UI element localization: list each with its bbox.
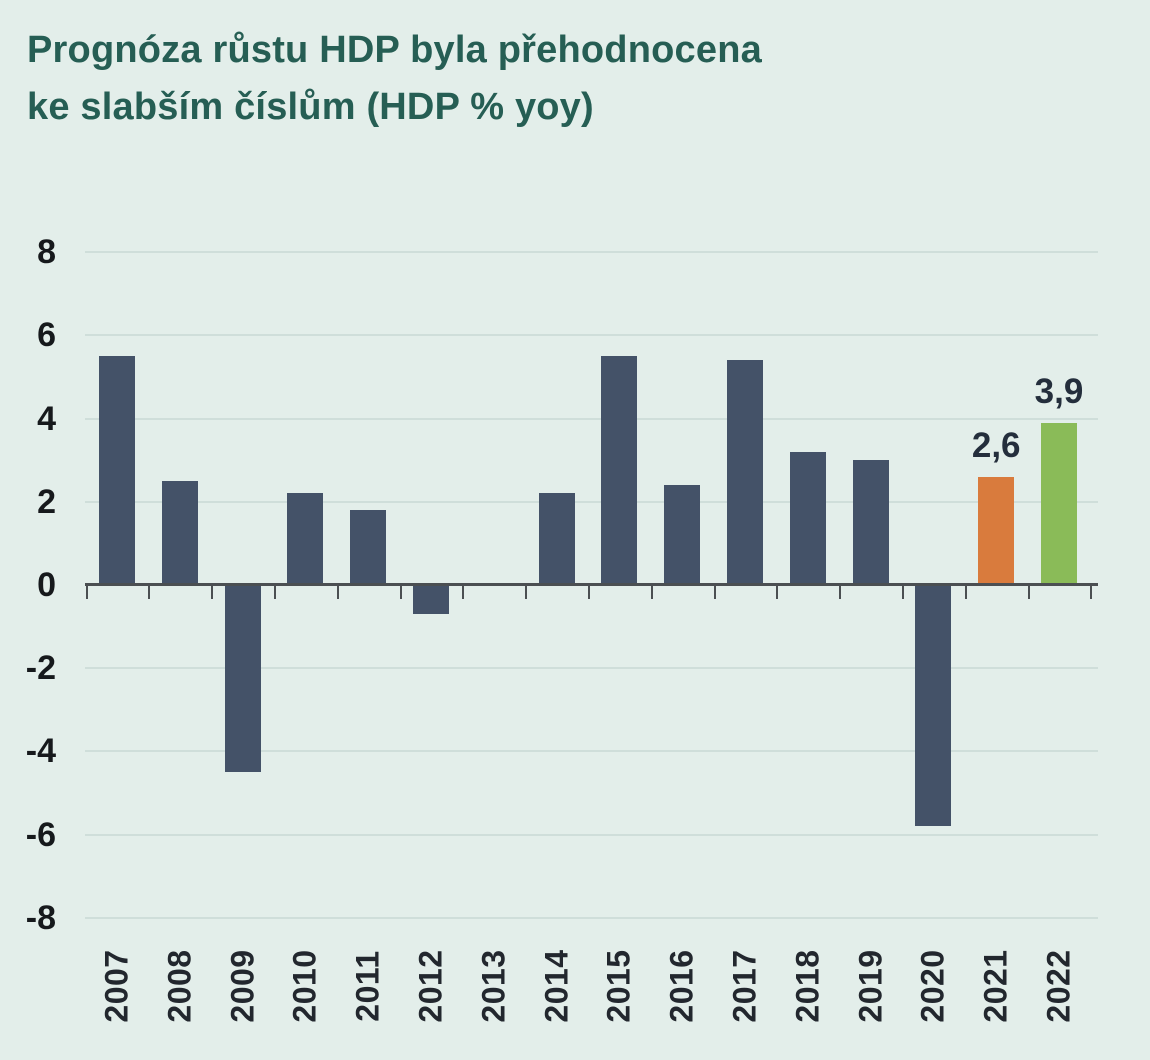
y-tick-label--8: -8 [25,898,56,937]
axis-tick-4 [336,585,339,599]
bar-2017 [727,360,763,585]
data-label-2021: 2,6 [971,425,1021,465]
x-axis-label-2017: 2017 [726,949,763,1023]
x-axis-label-2013: 2013 [475,949,512,1023]
bar-2022 [1041,422,1077,585]
gridline--6 [85,833,1098,836]
bar-2021 [978,476,1015,585]
gridline--8 [85,916,1098,919]
gridline-8 [85,251,1098,254]
axis-tick-8 [588,585,590,599]
axis-tick-10 [713,585,716,599]
axis-tick-14 [964,585,967,599]
chart-title-line-2: ke slabším číslům (HDP % yoy) [27,86,594,128]
chart-title-line-1: Prognóza růstu HDP byla přehodnocena [27,29,762,71]
bar-2009 [224,585,261,773]
y-tick-label-4: 4 [37,399,56,438]
bar-2015 [601,356,638,585]
y-tick-label-2: 2 [37,482,56,521]
x-axis-label-2018: 2018 [789,949,826,1023]
axis-tick-1 [148,585,151,599]
axis-tick-12 [839,585,842,599]
gridline--4 [85,750,1098,753]
bar-2019 [852,460,889,585]
axis-tick-15 [1027,585,1030,599]
x-axis-label-2022: 2022 [1040,949,1077,1023]
axis-tick-5 [399,585,402,599]
bar-2020 [915,585,952,827]
x-axis-label-2016: 2016 [663,949,700,1023]
x-axis-label-2015: 2015 [600,949,637,1023]
axis-tick-13 [902,585,904,599]
y-tick-label--6: -6 [25,815,56,854]
x-axis-label-2021: 2021 [977,949,1014,1023]
bar-2014 [538,493,575,585]
x-axis-label-2009: 2009 [224,949,261,1023]
gridline-2 [85,500,1098,503]
axis-tick-6 [462,585,465,599]
bar-2010 [287,493,324,585]
data-label-2022: 3,9 [1034,371,1084,411]
chart-title: Prognóza růstu HDP byla přehodnocena ke … [27,22,762,136]
axis-tick-16 [1090,585,1093,599]
bar-2007 [99,356,135,585]
bar-2011 [350,510,387,585]
x-axis-line [85,583,1098,586]
gridline-6 [85,334,1098,337]
y-tick-label-0: 0 [37,566,56,604]
x-axis-label-2008: 2008 [161,949,198,1023]
x-axis-label-2010: 2010 [286,949,323,1023]
x-axis-label-2007: 2007 [98,949,135,1023]
x-axis-label-2011: 2011 [349,950,386,1022]
y-tick-label-8: 8 [37,233,56,272]
y-tick-label--4: -4 [25,732,56,771]
axis-tick-7 [525,585,528,599]
axis-tick-0 [85,585,88,599]
gridline--2 [85,667,1098,670]
bar-2016 [664,485,701,585]
x-axis-label-2012: 2012 [412,949,449,1023]
y-tick-label--2: -2 [25,649,56,688]
x-axis-label-2019: 2019 [852,949,889,1023]
y-tick-label-6: 6 [37,316,56,355]
axis-tick-3 [274,585,276,599]
axis-tick-2 [211,585,214,599]
bar-2012 [413,585,449,615]
gridline-4 [85,417,1098,420]
x-axis-label-2014: 2014 [538,949,575,1023]
bar-2008 [161,481,198,585]
axis-tick-11 [776,585,779,599]
x-axis-label-2020: 2020 [914,949,951,1023]
bar-2018 [789,451,826,585]
axis-tick-9 [650,585,653,599]
